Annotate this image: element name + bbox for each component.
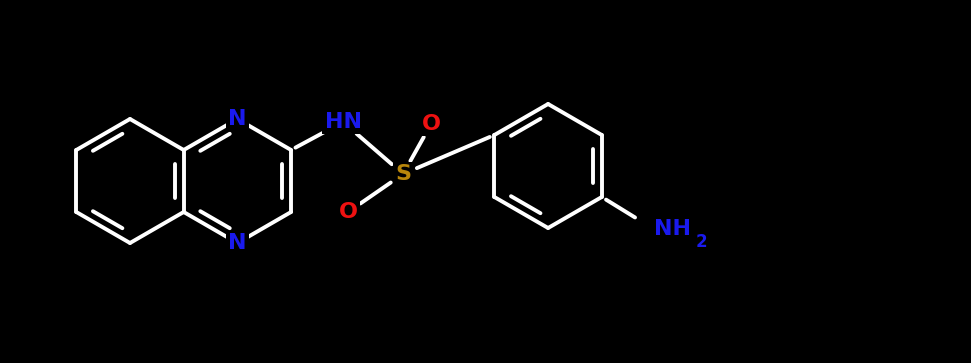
Text: NH: NH xyxy=(653,219,690,239)
Text: N: N xyxy=(228,109,247,129)
Text: N: N xyxy=(228,233,247,253)
Text: O: O xyxy=(421,114,441,134)
Text: O: O xyxy=(339,202,357,222)
Text: S: S xyxy=(395,164,411,184)
Text: HN: HN xyxy=(324,112,361,132)
Text: 2: 2 xyxy=(696,233,708,251)
